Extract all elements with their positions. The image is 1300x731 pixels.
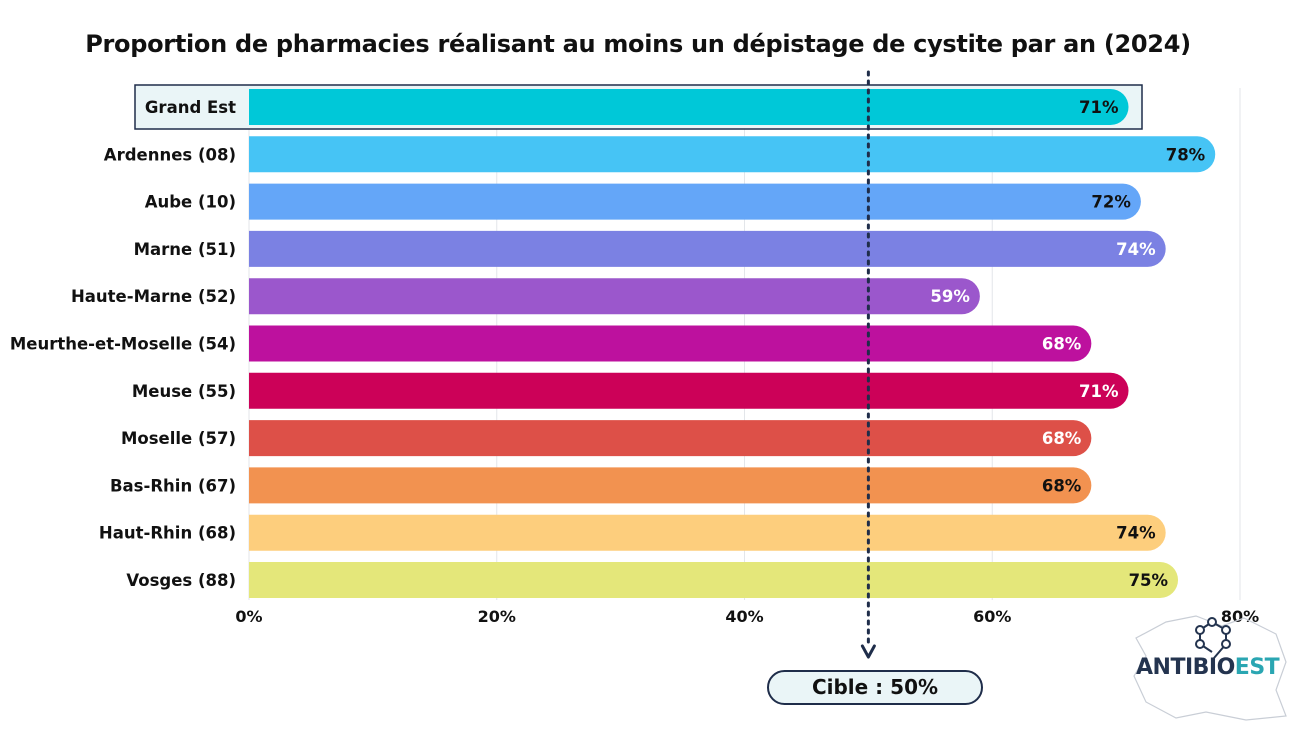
category-label: Ardennes (08): [104, 145, 236, 164]
value-label: 71%: [1079, 98, 1119, 117]
value-label: 71%: [1079, 382, 1119, 401]
bar: [249, 420, 1092, 457]
bar: [249, 89, 1129, 125]
bar: [249, 278, 980, 315]
value-label: 74%: [1116, 524, 1156, 543]
category-label: Marne (51): [134, 240, 236, 259]
molecule-icon: [1195, 617, 1231, 659]
category-label: Moselle (57): [121, 429, 236, 448]
value-label: 68%: [1042, 335, 1082, 354]
category-label: Bas-Rhin (67): [110, 476, 236, 495]
category-label: Aube (10): [145, 193, 236, 212]
bar: [249, 325, 1092, 362]
bar: [249, 372, 1129, 409]
labels: 0% 20% 40% 60% 80%Grand Est 71%Ardennes (08) 7…: [10, 98, 1259, 626]
value-label: 74%: [1116, 240, 1156, 259]
value-label: 78%: [1166, 145, 1206, 164]
value-label: 72%: [1091, 193, 1131, 212]
france-map-outline: [1133, 615, 1287, 721]
x-tick-label: 60%: [973, 607, 1011, 626]
bar: [249, 514, 1166, 551]
value-label: 68%: [1042, 476, 1082, 495]
value-label: 75%: [1129, 571, 1169, 590]
x-tick-label: 20%: [478, 607, 516, 626]
category-label: Meurthe-et-Moselle (54): [10, 335, 236, 354]
category-label: Vosges (88): [126, 571, 236, 590]
value-label: 59%: [930, 287, 970, 306]
x-tick-label: 40%: [725, 607, 763, 626]
bar: [249, 183, 1141, 220]
value-label: 68%: [1042, 429, 1082, 448]
bar: [249, 562, 1179, 598]
antibioest-logo: [1133, 615, 1287, 721]
x-tick-label: 0%: [235, 607, 262, 626]
bar: [249, 230, 1166, 267]
bars: [249, 89, 1216, 598]
bar: [249, 467, 1092, 504]
category-label: Grand Est: [145, 98, 236, 117]
category-label: Meuse (55): [132, 382, 236, 401]
target-label: Cible : 50%: [767, 670, 983, 705]
target-line: [860, 70, 876, 659]
bar: [249, 136, 1216, 173]
category-label: Haut-Rhin (68): [99, 524, 236, 543]
logo-text: ANTIBIOEST: [1136, 655, 1280, 680]
target-arrow-icon: [860, 644, 876, 659]
chart-title: Proportion de pharmacies réalisant au mo…: [85, 30, 1191, 58]
category-label: Haute-Marne (52): [71, 287, 236, 306]
